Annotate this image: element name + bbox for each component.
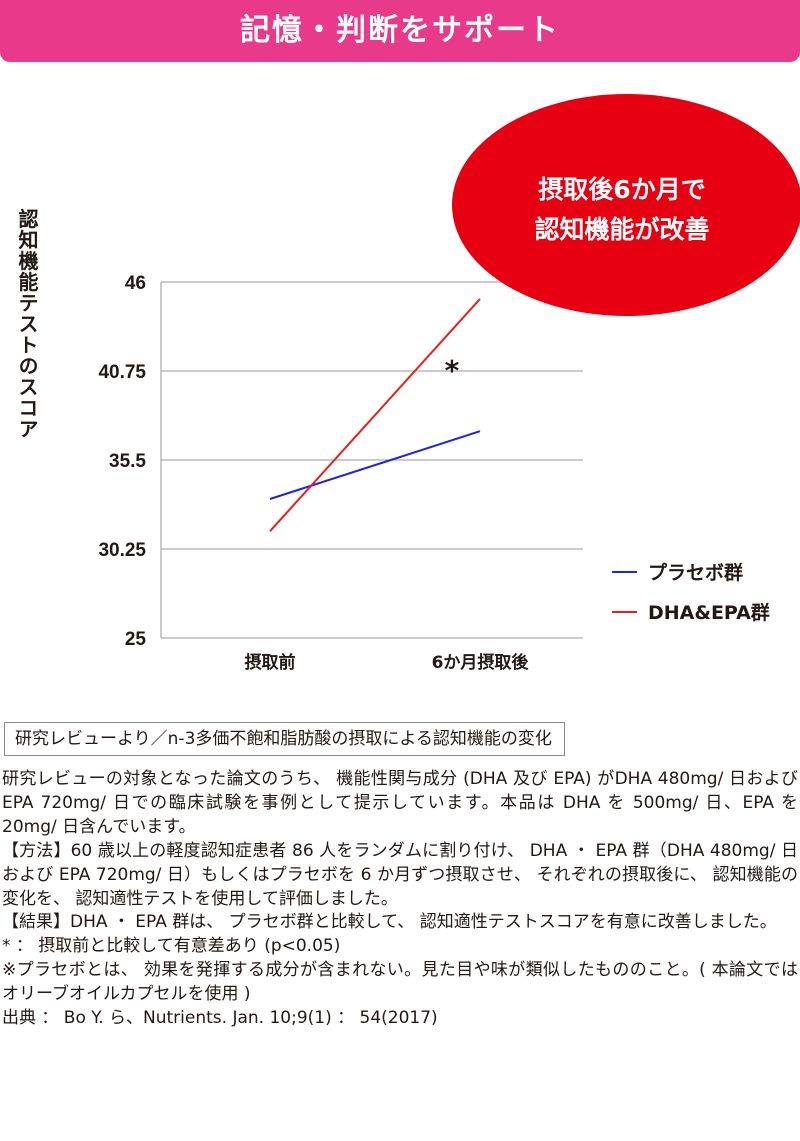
y-tick-label: 35.5 bbox=[109, 451, 146, 472]
paragraph-citation: 出典 ： Bo Y. ら、Nutrients. Jan. 10;9(1) ： 5… bbox=[2, 1008, 438, 1029]
paragraph-significance-note: * ： 摂取前と比較して有意差あり (p<0.05) bbox=[2, 936, 341, 957]
y-tick-label: 40.75 bbox=[98, 362, 146, 383]
x-tick-label: 摂取前 bbox=[245, 652, 296, 673]
paragraph-placebo-note: ※プラセボとは、 効果を発揮する成分が含まれない。見た目や味が類似したもののこと… bbox=[2, 960, 798, 1005]
x-tick-labels: 摂取前 6か月摂取後 bbox=[245, 652, 530, 673]
legend-label: プラセボ群 bbox=[648, 561, 743, 584]
paragraph-summary: 研究レビューの対象となった論文のうち、 機能性関与成分 (DHA 及び EPA)… bbox=[2, 769, 798, 837]
significance-asterisk: * bbox=[445, 354, 460, 387]
series-line-1 bbox=[269, 298, 481, 532]
legend-label: DHA&EPA群 bbox=[648, 601, 770, 624]
page-title: 記憶・判断をサポート bbox=[0, 0, 800, 62]
callout-ellipse bbox=[452, 94, 800, 316]
callout-bubble: 摂取後6か月で 認知機能が改善 bbox=[452, 94, 800, 316]
y-tick-label: 30.25 bbox=[98, 540, 146, 561]
description-text: 研究レビューの対象となった論文のうち、 機能性関与成分 (DHA 及び EPA)… bbox=[2, 768, 798, 1031]
y-axis-label: 認知機能テストのスコア bbox=[15, 207, 38, 439]
chart-series bbox=[269, 298, 481, 532]
chart-legend: プラセボ群 DHA&EPA群 bbox=[612, 561, 770, 624]
y-tick-labels: 46 40.75 35.5 30.25 25 bbox=[98, 273, 146, 650]
paragraph-result: 【結果】DHA ・ EPA 群は、 プラセボ群と比較して、 認知適性テストスコア… bbox=[2, 912, 777, 933]
series-line-0 bbox=[269, 430, 481, 500]
y-tick-label: 46 bbox=[125, 273, 146, 294]
callout-line-1: 摂取後6か月で bbox=[538, 175, 705, 204]
source-label: 研究レビューより／n-3多価不飽和脂肪酸の摂取による認知機能の変化 bbox=[4, 722, 565, 756]
y-tick-label: 25 bbox=[125, 629, 147, 650]
callout-line-2: 認知機能が改善 bbox=[534, 215, 709, 244]
chart-grid bbox=[161, 281, 583, 639]
line-chart: 46 40.75 35.5 30.25 25 摂取前 6か月摂取後 認知機能テストのスコア… bbox=[15, 94, 800, 673]
x-tick-label: 6か月摂取後 bbox=[432, 652, 530, 673]
paragraph-method: 【方法】60 歳以上の軽度認知症患者 86 人をランダムに割り付け、 DHA ・… bbox=[2, 840, 798, 909]
